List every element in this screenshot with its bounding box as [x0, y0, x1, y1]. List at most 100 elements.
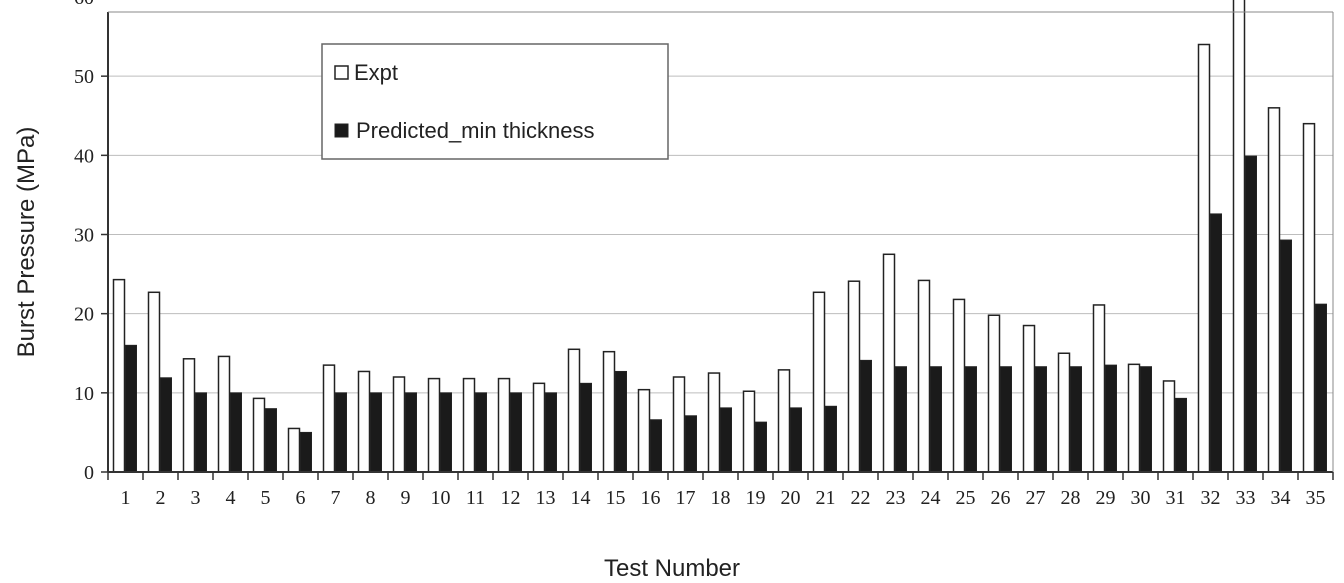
bar-predicted-21 — [825, 405, 837, 473]
x-tick-label: 6 — [296, 487, 306, 509]
bar-predicted-8 — [370, 392, 382, 473]
bar-predicted-5 — [265, 408, 277, 473]
x-tick-label: 23 — [886, 487, 906, 509]
bar-predicted-33 — [1245, 155, 1257, 473]
bar-expt-4 — [217, 355, 231, 473]
bar-expt-16 — [637, 388, 651, 473]
legend-swatch-expt — [334, 65, 349, 80]
y-tick-label: 10 — [74, 383, 94, 405]
x-tick-label: 20 — [781, 487, 801, 509]
x-tick-label: 30 — [1131, 487, 1151, 509]
x-tick-label: 29 — [1096, 487, 1116, 509]
bar-expt-22 — [847, 280, 861, 473]
bar-predicted-12 — [510, 392, 522, 473]
bar-expt-18 — [707, 372, 721, 473]
bar-expt-34 — [1267, 107, 1281, 473]
bar-predicted-28 — [1070, 366, 1082, 473]
x-tick-label: 22 — [851, 487, 871, 509]
x-tick-label: 13 — [536, 487, 556, 509]
x-tick-label: 17 — [676, 487, 696, 509]
bars — [112, 0, 1327, 473]
bar-predicted-3 — [195, 392, 207, 473]
x-tick-label: 27 — [1026, 487, 1046, 509]
x-tick-label: 26 — [991, 487, 1011, 509]
bar-expt-12 — [497, 377, 511, 473]
x-tick-label: 21 — [816, 487, 836, 509]
y-tick-label: 50 — [74, 66, 94, 88]
x-tick-label: 10 — [431, 487, 451, 509]
bar-predicted-34 — [1280, 239, 1292, 473]
bar-predicted-11 — [475, 392, 487, 473]
bar-expt-6 — [287, 427, 301, 473]
bar-predicted-31 — [1175, 397, 1187, 473]
bar-expt-7 — [322, 364, 336, 473]
legend: Expt Predicted_min thickness — [321, 43, 669, 160]
bar-predicted-16 — [650, 419, 662, 473]
legend-swatch-predicted — [334, 123, 349, 138]
bar-expt-19 — [742, 390, 756, 473]
x-tick-label: 3 — [191, 487, 201, 509]
bar-predicted-4 — [230, 392, 242, 473]
y-axis-title: Burst Pressure (MPa) — [13, 127, 40, 358]
bar-expt-27 — [1022, 324, 1036, 473]
bar-expt-24 — [917, 279, 931, 473]
bar-predicted-32 — [1210, 213, 1222, 473]
bar-expt-35 — [1302, 122, 1316, 473]
x-tick-label: 25 — [956, 487, 976, 509]
gridlines — [108, 75, 1333, 394]
bar-predicted-25 — [965, 366, 977, 473]
x-tick-label: 31 — [1166, 487, 1186, 509]
x-tick-label: 2 — [156, 487, 166, 509]
bar-expt-32 — [1197, 43, 1211, 473]
x-tick-label: 1 — [121, 487, 131, 509]
x-tick-label: 33 — [1236, 487, 1256, 509]
x-axis-title: Test Number — [604, 555, 740, 582]
x-tick-label: 18 — [711, 487, 731, 509]
bar-predicted-6 — [300, 431, 312, 473]
x-tick-label: 19 — [746, 487, 766, 509]
x-tick-label: 35 — [1306, 487, 1326, 509]
bar-expt-14 — [567, 348, 581, 473]
bar-expt-25 — [952, 298, 966, 473]
x-tick-label: 12 — [501, 487, 521, 509]
bar-predicted-15 — [615, 370, 627, 473]
legend-box — [321, 43, 669, 160]
x-tick-label: 24 — [921, 487, 941, 509]
x-tick-label: 8 — [366, 487, 376, 509]
bar-expt-9 — [392, 376, 406, 473]
bar-predicted-23 — [895, 366, 907, 473]
bar-expt-13 — [532, 382, 546, 473]
bar-predicted-18 — [720, 407, 732, 473]
bar-expt-21 — [812, 291, 826, 473]
bar-predicted-9 — [405, 392, 417, 473]
axes — [107, 11, 1334, 473]
y-tick-label: 40 — [74, 145, 94, 167]
bar-expt-31 — [1162, 380, 1176, 473]
x-tick-label: 4 — [226, 487, 236, 509]
bar-predicted-24 — [930, 366, 942, 473]
bar-expt-29 — [1092, 304, 1106, 473]
y-tick-label: 0 — [84, 462, 94, 484]
legend-label-expt: Expt — [354, 60, 398, 85]
x-tick-label: 32 — [1201, 487, 1221, 509]
y-tick-label: 30 — [74, 225, 94, 247]
bar-predicted-30 — [1140, 366, 1152, 473]
bar-predicted-13 — [545, 392, 557, 473]
x-tick-label: 16 — [641, 487, 661, 509]
bar-predicted-2 — [160, 377, 172, 473]
bar-expt-1 — [112, 278, 126, 473]
bar-expt-23 — [882, 253, 896, 473]
bar-predicted-1 — [125, 344, 137, 473]
tick-labels: 0102030405060123456789101112131415161718… — [74, 0, 1334, 509]
y-tick-label: 60 — [74, 0, 94, 9]
bar-predicted-27 — [1035, 366, 1047, 473]
y-tick-label: 20 — [74, 304, 94, 326]
bar-expt-20 — [777, 369, 791, 473]
x-tick-label: 34 — [1271, 487, 1291, 509]
bar-predicted-14 — [580, 382, 592, 473]
bar-predicted-26 — [1000, 366, 1012, 473]
bar-predicted-35 — [1315, 303, 1327, 473]
bar-predicted-7 — [335, 392, 347, 473]
bar-expt-11 — [462, 377, 476, 473]
